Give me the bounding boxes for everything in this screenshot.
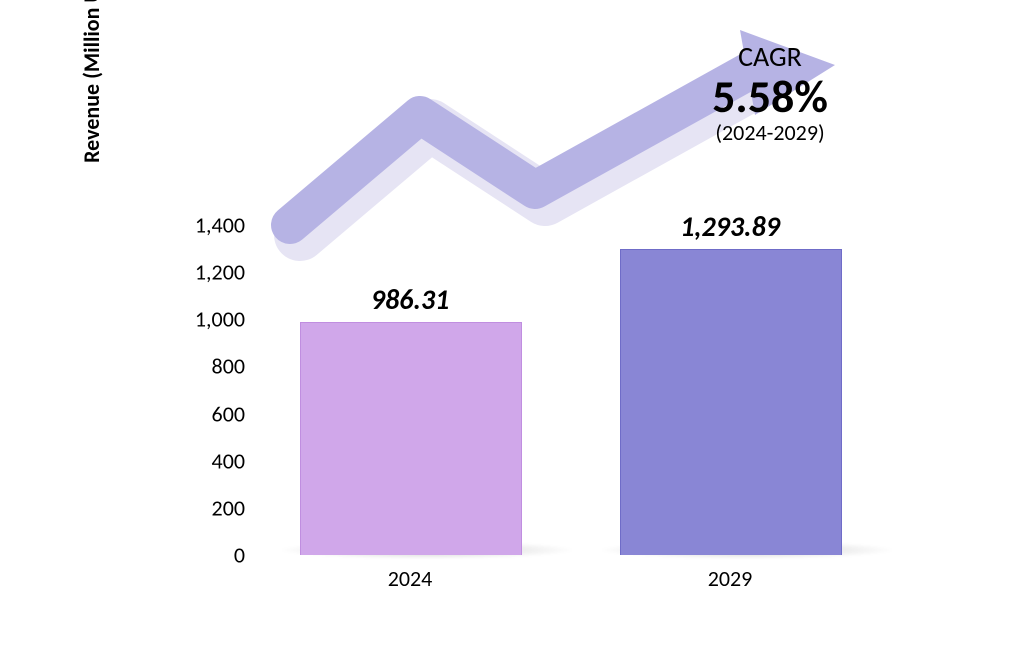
x-tick-label: 2029: [708, 565, 753, 592]
cagr-range: (2024-2029): [620, 121, 920, 145]
y-tick-label: 200: [95, 494, 245, 521]
y-tick-label: 600: [95, 400, 245, 427]
y-tick-label: 800: [95, 353, 245, 380]
y-tick-labels: 02004006008001,0001,2001,400: [95, 225, 245, 555]
y-tick-label: 1,400: [95, 212, 245, 239]
x-tick-label: 2024: [388, 565, 433, 592]
bar: [300, 322, 522, 555]
plot-area: 986.311,293.89: [260, 225, 890, 555]
y-tick-label: 0: [95, 542, 245, 569]
x-axis-labels: 2024 2029: [260, 565, 890, 605]
y-tick-label: 1,200: [95, 259, 245, 286]
bar: [620, 249, 842, 555]
bar-value-label: 986.31: [280, 282, 540, 317]
cagr-value: 5.58%: [620, 73, 920, 121]
y-tick-label: 400: [95, 447, 245, 474]
cagr-callout: CAGR 5.58% (2024-2029): [620, 42, 920, 145]
bar-value-label: 1,293.89: [600, 209, 860, 244]
y-axis-title: Revenue (Million USD): [78, 0, 102, 225]
y-tick-label: 1,000: [95, 306, 245, 333]
